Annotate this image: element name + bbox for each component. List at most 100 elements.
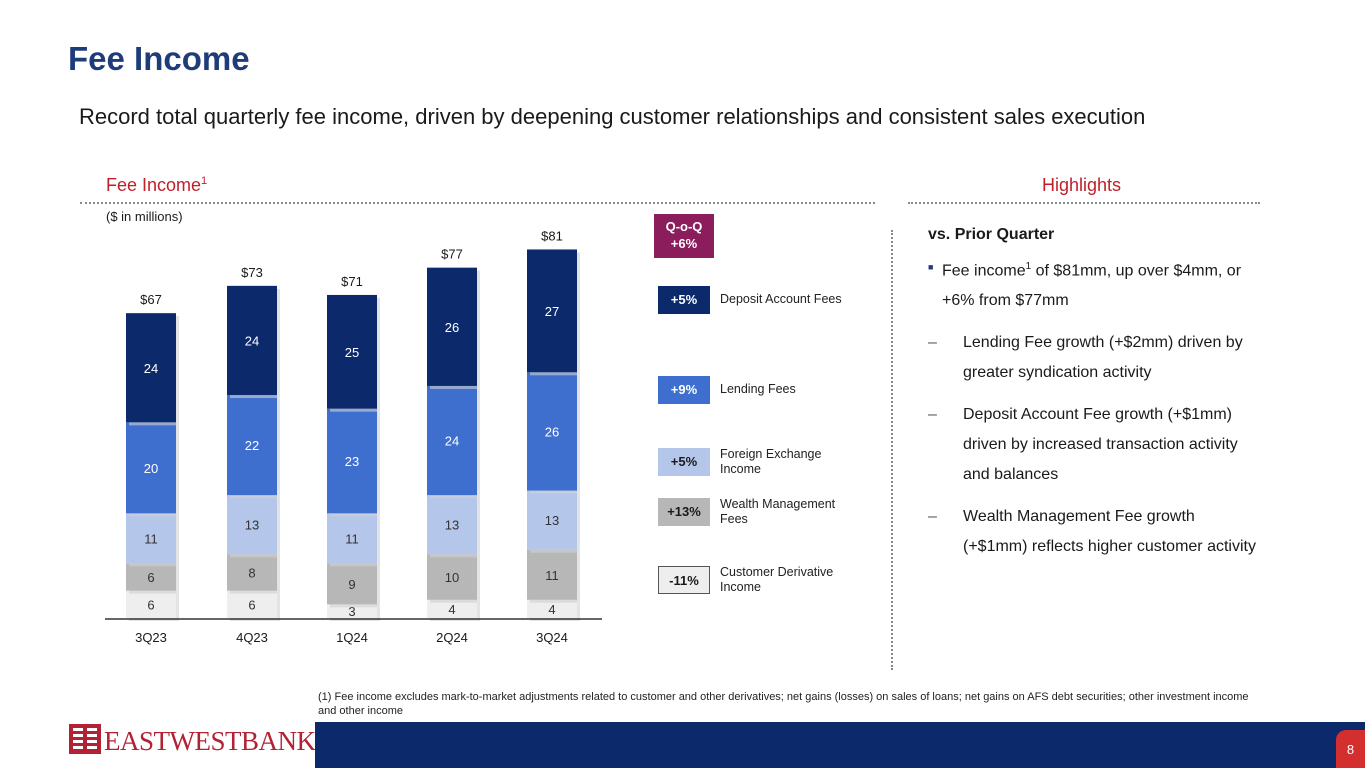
x-tick-label: 1Q24 <box>336 630 368 645</box>
total-label: $77 <box>441 247 463 262</box>
data-label: 3 <box>348 604 355 619</box>
fee-income-chart: 6 6 11 20 24 $67 3Q23 6 8 13 22 24 $73 4Q23 3 9 11 23 25 $7… <box>105 228 602 645</box>
qoq-label: Q-o-Q <box>665 219 703 234</box>
bank-logo-icon <box>69 724 101 754</box>
data-label: 23 <box>345 454 359 469</box>
data-label: 24 <box>144 361 158 376</box>
legend-label: Customer Derivative Income <box>720 565 834 594</box>
page-title: Fee Income <box>68 40 250 77</box>
data-label: 6 <box>147 570 154 585</box>
bar-segment <box>327 294 377 409</box>
fee-income-divider <box>80 202 875 204</box>
bar-segment <box>327 604 377 618</box>
highlights-heading: Highlights <box>1042 175 1122 195</box>
data-label: 22 <box>245 438 259 453</box>
total-label: $71 <box>341 274 363 289</box>
page-subtitle: Record total quarterly fee income, drive… <box>79 104 1146 129</box>
bar-segment <box>527 490 577 550</box>
data-label: 6 <box>248 597 255 612</box>
bar-segment <box>126 513 176 564</box>
subbullet-text: Deposit Account Fee growth (+$1mm) drive… <box>963 406 1238 484</box>
data-label: 8 <box>248 566 255 581</box>
data-label: 27 <box>545 304 559 319</box>
fee-income-heading-label: Fee Income <box>106 175 202 195</box>
subbullet-text: Wealth Management Fee growth (+$1mm) ref… <box>963 508 1256 556</box>
data-label: 26 <box>445 320 459 335</box>
bar-segment <box>227 395 277 496</box>
data-label: 4 <box>448 602 455 617</box>
data-label: 13 <box>545 513 559 528</box>
legend-label: Wealth Management Fees <box>720 497 836 526</box>
data-label: 9 <box>348 577 355 592</box>
subbullet-text: Lending Fee growth (+$2mm) driven by gre… <box>963 334 1243 382</box>
bar-segment <box>227 495 277 555</box>
bar-segment <box>327 408 377 514</box>
highlight-subbullet: – Lending Fee growth (+$2mm) driven by g… <box>928 328 1263 388</box>
bar-segment <box>327 563 377 605</box>
total-label: $81 <box>541 228 563 243</box>
bar-segment <box>227 590 277 618</box>
highlight-subbullet: – Wealth Management Fee growth (+$1mm) r… <box>928 502 1263 562</box>
fee-income-heading: Fee Income1 <box>106 175 207 196</box>
data-label: 4 <box>548 602 555 617</box>
page-number: 8 <box>1336 730 1365 768</box>
bar-segment <box>126 590 176 618</box>
legend-change-badge: +5% <box>658 286 710 314</box>
data-label: 24 <box>445 434 459 449</box>
legend-change-badge: +13% <box>658 498 710 526</box>
total-label: $67 <box>140 292 162 307</box>
dash-icon: – <box>928 406 937 424</box>
qoq-badge: Q-o-Q +6% <box>654 214 714 258</box>
bar-segment <box>126 313 176 423</box>
x-tick-label: 3Q23 <box>135 630 167 645</box>
square-bullet-icon: ■ <box>928 262 934 272</box>
bar-segment <box>527 549 577 600</box>
legend-label: Lending Fees <box>720 382 796 396</box>
highlight-bullet-pre: Fee income <box>942 262 1026 280</box>
bar-segment <box>126 563 176 591</box>
highlight-subbullet: – Deposit Account Fee growth (+$1mm) dri… <box>928 400 1263 490</box>
bar-segment <box>527 599 577 618</box>
x-tick-label: 4Q23 <box>236 630 268 645</box>
bank-logo-text: EASTWESTBANK <box>104 726 316 756</box>
bar-segment <box>427 267 477 386</box>
data-label: 13 <box>445 518 459 533</box>
bar-segment <box>527 249 577 373</box>
qoq-value: +6% <box>670 236 698 251</box>
data-label: 11 <box>545 568 559 583</box>
highlight-bullet-post: of $81mm, up over $4mm, or +6% from $77m… <box>942 262 1242 310</box>
legend-label: Foreign Exchange Income <box>720 447 822 476</box>
legend-label: Deposit Account Fees <box>720 292 842 306</box>
bar-segment <box>427 385 477 496</box>
vertical-divider <box>891 230 893 670</box>
data-label: 11 <box>144 531 158 546</box>
legend-change-badge: +9% <box>658 376 710 404</box>
x-tick-label: 3Q24 <box>536 630 568 645</box>
footer-bar <box>315 722 1365 768</box>
legend-change-badge: +5% <box>658 448 710 476</box>
bar-segment <box>227 285 277 396</box>
data-label: 26 <box>545 424 559 439</box>
data-label: 10 <box>445 570 459 585</box>
highlights-subheading: vs. Prior Quarter <box>928 226 1055 243</box>
highlights-panel: vs. Prior Quarter ■ Fee income1 of $81mm… <box>928 220 1268 562</box>
total-label: $73 <box>241 265 263 280</box>
bar-segment <box>427 599 477 618</box>
highlight-bullet-sup: 1 <box>1025 261 1032 272</box>
highlights-divider <box>908 202 1260 204</box>
legend-change-badge: -11% <box>658 566 710 594</box>
bar-segment <box>227 554 277 591</box>
bar-segment <box>427 495 477 555</box>
data-label: 20 <box>144 461 158 476</box>
data-label: 24 <box>245 333 259 348</box>
units-label: ($ in millions) <box>106 209 183 224</box>
dash-icon: – <box>928 334 937 352</box>
data-label: 25 <box>345 345 359 360</box>
x-tick-label: 2Q24 <box>436 630 468 645</box>
dash-icon: – <box>928 508 937 526</box>
data-label: 6 <box>147 597 154 612</box>
footnote: (1) Fee income excludes mark-to-market a… <box>318 691 1249 717</box>
data-label: 13 <box>245 518 259 533</box>
data-label: 11 <box>345 531 359 546</box>
bar-segment <box>126 422 176 514</box>
